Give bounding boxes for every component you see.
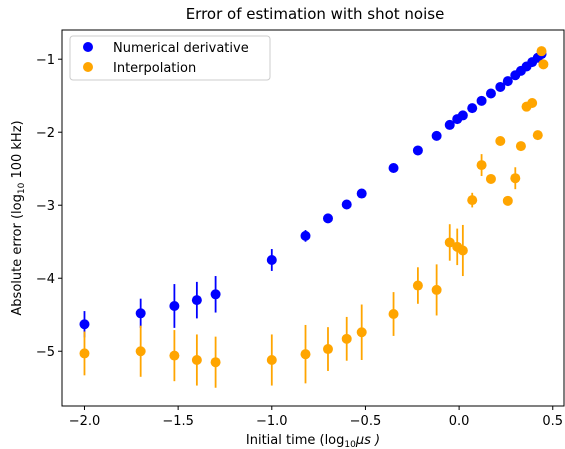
numerical-derivative-point [495, 81, 506, 92]
interpolation-point [266, 355, 277, 366]
numerical-derivative-point [322, 213, 333, 224]
numerical-derivative-point [476, 95, 487, 106]
numerical-derivative-point [412, 145, 423, 156]
chart-title: Error of estimation with shot noise [186, 5, 445, 23]
interpolation-point [476, 160, 487, 171]
legend-label-interpolation: Interpolation [113, 61, 196, 76]
series-numerical-derivative [79, 49, 547, 338]
legend-marker-interpolation [83, 62, 93, 72]
interpolation-point [388, 309, 399, 320]
legend: Numerical derivative Interpolation [69, 35, 271, 81]
interpolation-point [532, 130, 543, 141]
numerical-derivative-point [135, 308, 146, 319]
interpolation-point [444, 237, 455, 248]
x-axis-label: Initial time (log10μs ) [246, 433, 380, 449]
interpolation-point [467, 195, 478, 206]
numerical-derivative-point [444, 119, 455, 130]
series-interpolation [79, 46, 549, 388]
interpolation-point [536, 46, 547, 57]
y-axis: −1 −2 −3 −4 −5 [36, 53, 62, 360]
numerical-derivative-point [210, 289, 221, 300]
interpolation-point [191, 355, 202, 366]
numerical-derivative-point [300, 230, 311, 241]
x-tick-label: −1.5 [162, 414, 194, 429]
numerical-derivative-point [356, 188, 367, 199]
interpolation-point [457, 245, 468, 256]
interpolation-point [169, 350, 180, 361]
numerical-derivative-point [457, 110, 468, 121]
x-tick-label: −2.0 [69, 414, 101, 429]
y-tick-label: −3 [36, 199, 55, 214]
interpolation-point [431, 284, 442, 295]
y-tick-label: −2 [36, 126, 55, 141]
numerical-derivative-point [341, 199, 352, 210]
interpolation-point [538, 59, 549, 70]
numerical-derivative-point [502, 76, 513, 87]
axes-frame [61, 29, 565, 407]
y-axis-label: Absolute error (log10 100 kHz) [10, 120, 27, 315]
interpolation-point [527, 98, 538, 109]
interpolation-point [322, 344, 333, 355]
y-tick-label: −4 [36, 272, 55, 287]
interpolation-point [495, 135, 506, 146]
interpolation-point [356, 327, 367, 338]
legend-box [69, 35, 271, 81]
x-tick-label: −1.0 [256, 414, 288, 429]
interpolation-point [485, 173, 496, 184]
interpolation-point [510, 173, 521, 184]
x-axis: −2.0 −1.5 −1.0 −0.5 0.0 0.5 [69, 406, 563, 429]
x-tick-label: −0.5 [350, 414, 382, 429]
y-tick-label: −5 [36, 345, 55, 360]
interpolation-point [210, 357, 221, 368]
interpolation-point [79, 348, 90, 359]
y-tick-label: −1 [36, 53, 55, 68]
interpolation-point [515, 141, 526, 152]
interpolation-point [502, 195, 513, 206]
legend-marker-numerical-derivative [83, 42, 93, 52]
numerical-derivative-point [431, 130, 442, 141]
numerical-derivative-point [79, 319, 90, 330]
interpolation-point [412, 280, 423, 291]
interpolation-point [135, 346, 146, 357]
interpolation-point [341, 333, 352, 344]
x-tick-label: 0.0 [449, 414, 470, 429]
numerical-derivative-point [191, 295, 202, 306]
plot-area [79, 46, 549, 388]
numerical-derivative-point [169, 300, 180, 311]
numerical-derivative-point [485, 88, 496, 99]
interpolation-point [300, 349, 311, 360]
numerical-derivative-point [388, 162, 399, 173]
numerical-derivative-point [266, 254, 277, 265]
numerical-derivative-point [467, 103, 478, 114]
x-tick-label: 0.5 [542, 414, 563, 429]
legend-label-numerical-derivative: Numerical derivative [113, 41, 249, 56]
